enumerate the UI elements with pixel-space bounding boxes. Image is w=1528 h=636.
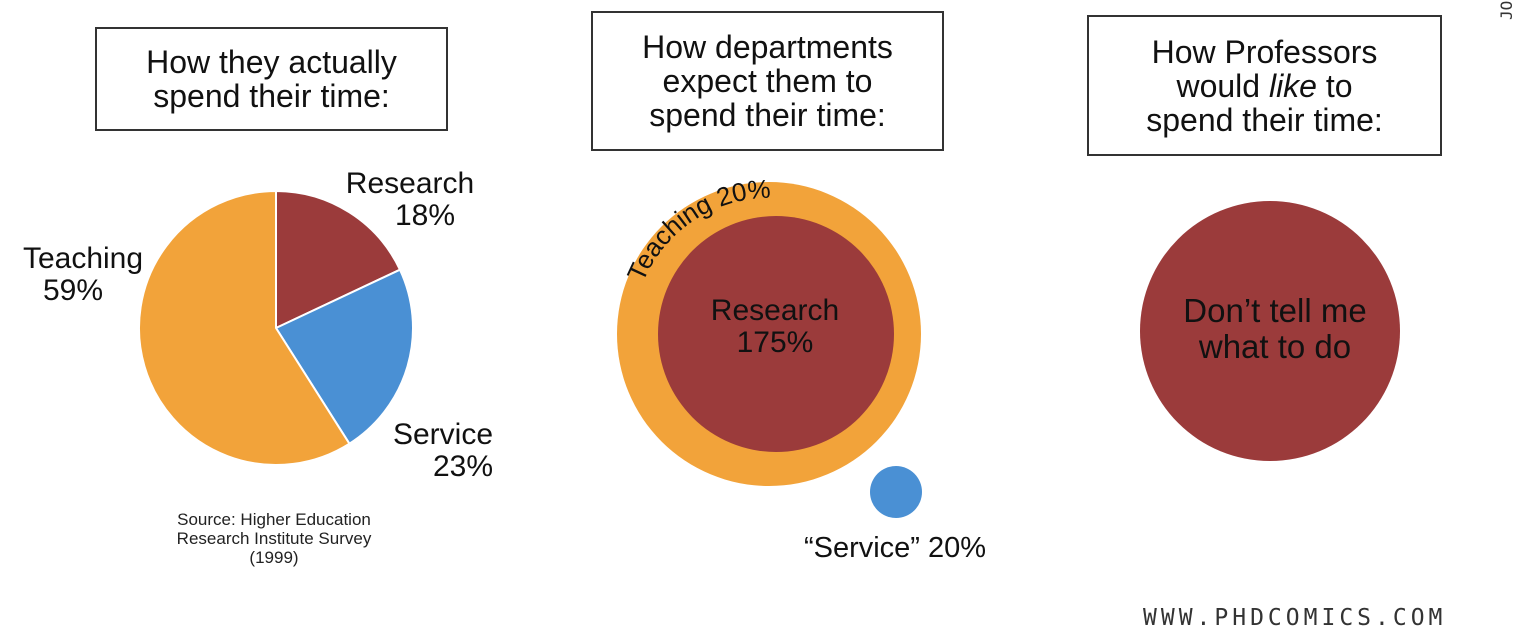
title-line: spend their time: bbox=[1146, 101, 1383, 138]
title-word: would bbox=[1176, 67, 1261, 104]
label-pct: 59% bbox=[42, 274, 104, 307]
title-line: would like to bbox=[1146, 69, 1383, 103]
label-name: Research bbox=[345, 167, 475, 200]
title-line: spend their time: bbox=[649, 97, 886, 133]
label-name: Research bbox=[710, 294, 840, 327]
label-pct: 23% bbox=[432, 450, 494, 483]
source-line: (1999) bbox=[249, 548, 299, 567]
label-line: what to do bbox=[1198, 328, 1352, 365]
research-label: Research 18% bbox=[335, 168, 485, 232]
title-word: to bbox=[1325, 67, 1353, 104]
title-line: spend their time: bbox=[153, 78, 390, 114]
research-bubble-label: Research 175% bbox=[680, 295, 870, 359]
title-box-expected: How departments expect them to spend the… bbox=[591, 11, 944, 151]
pie-slice-service bbox=[274, 268, 414, 446]
service-bubble bbox=[870, 466, 922, 518]
title-line: How departments bbox=[642, 29, 893, 65]
title-line: How Professors bbox=[1151, 33, 1378, 70]
label-name: Teaching bbox=[22, 242, 144, 275]
title-emphasis: like bbox=[1268, 67, 1317, 104]
title-line: How they actually bbox=[146, 44, 397, 80]
research-bubble bbox=[658, 216, 894, 452]
source-line: Source: Higher Education bbox=[177, 510, 371, 529]
author-signature: JORGE CHAM bbox=[1497, 0, 1516, 20]
title-box-actual: How they actually spend their time: bbox=[95, 27, 448, 131]
label-pct: 18% bbox=[394, 199, 456, 232]
pie-slice-research bbox=[275, 189, 402, 330]
source-line: Research Institute Survey bbox=[176, 529, 372, 548]
title-line: expect them to bbox=[662, 63, 873, 99]
label-line: Don’t tell me bbox=[1183, 292, 1367, 329]
service-label: Service 23% bbox=[378, 419, 508, 483]
ideal-bubble bbox=[1140, 201, 1400, 461]
title-box-ideal: How Professors would like to spend their… bbox=[1087, 15, 1442, 156]
service-bubble-label: “Service” 20% bbox=[803, 532, 987, 564]
pie-slice-teaching bbox=[138, 189, 351, 466]
ideal-bubble-label: Don’t tell me what to do bbox=[1140, 293, 1410, 365]
label-pct: 175% bbox=[736, 326, 814, 359]
source-note: Source: Higher Education Research Instit… bbox=[128, 510, 420, 567]
label-name: Service bbox=[392, 418, 494, 451]
teaching-label: Teaching 59% bbox=[8, 243, 158, 307]
site-credit: WWW.PHDCOMICS.COM bbox=[1143, 605, 1447, 631]
